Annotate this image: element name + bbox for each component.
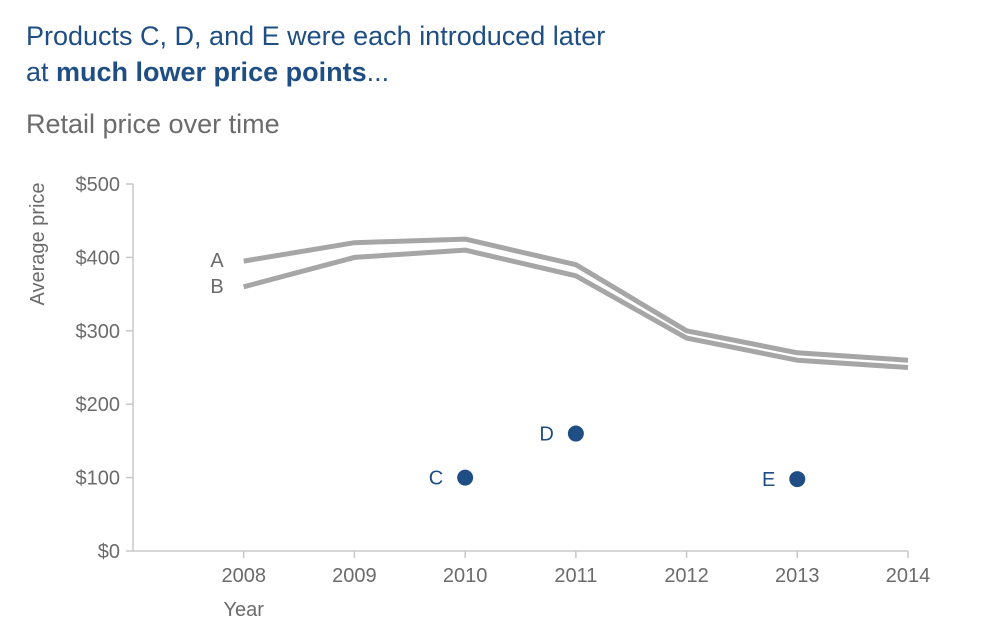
series-point-d <box>567 425 584 442</box>
series-line-a <box>243 236 909 363</box>
series-label-c: C <box>429 468 443 490</box>
series-label-d: D <box>539 424 553 446</box>
chart-headline: Products C, D, and E were each introduce… <box>26 18 605 90</box>
x-tick-label: 2009 <box>332 565 377 587</box>
headline-line-2-suffix: ... <box>366 57 390 87</box>
series-line-b <box>243 247 909 370</box>
y-tick-label: $200 <box>76 394 121 416</box>
x-axis-title: Year <box>224 599 265 621</box>
x-tick-label: 2011 <box>554 565 597 587</box>
x-tick-label: 2010 <box>443 565 488 587</box>
series-point-c <box>457 469 474 486</box>
x-tick-label: 2013 <box>775 565 820 587</box>
headline-line-2-prefix: at <box>26 57 57 87</box>
chart-subtitle: Retail price over time <box>26 109 280 139</box>
y-axis-title: Average price <box>27 182 49 305</box>
x-tick-label: 2012 <box>664 565 709 587</box>
series-point-e <box>789 471 806 488</box>
y-tick-label: $0 <box>98 541 120 563</box>
y-tick-label: $300 <box>76 321 121 343</box>
series-label-e: E <box>762 469 775 491</box>
headline-line-1: Products C, D, and E were each introduce… <box>26 21 606 51</box>
x-tick-label: 2008 <box>221 565 266 587</box>
headline-emphasis: much lower price points <box>56 57 367 87</box>
y-tick-label: $100 <box>76 468 121 490</box>
series-label-b: B <box>210 276 223 298</box>
y-tick-label: $400 <box>76 247 121 269</box>
y-tick-label: $500 <box>76 174 121 196</box>
series-label-a: A <box>210 250 224 272</box>
x-tick-label: 2014 <box>886 565 931 587</box>
